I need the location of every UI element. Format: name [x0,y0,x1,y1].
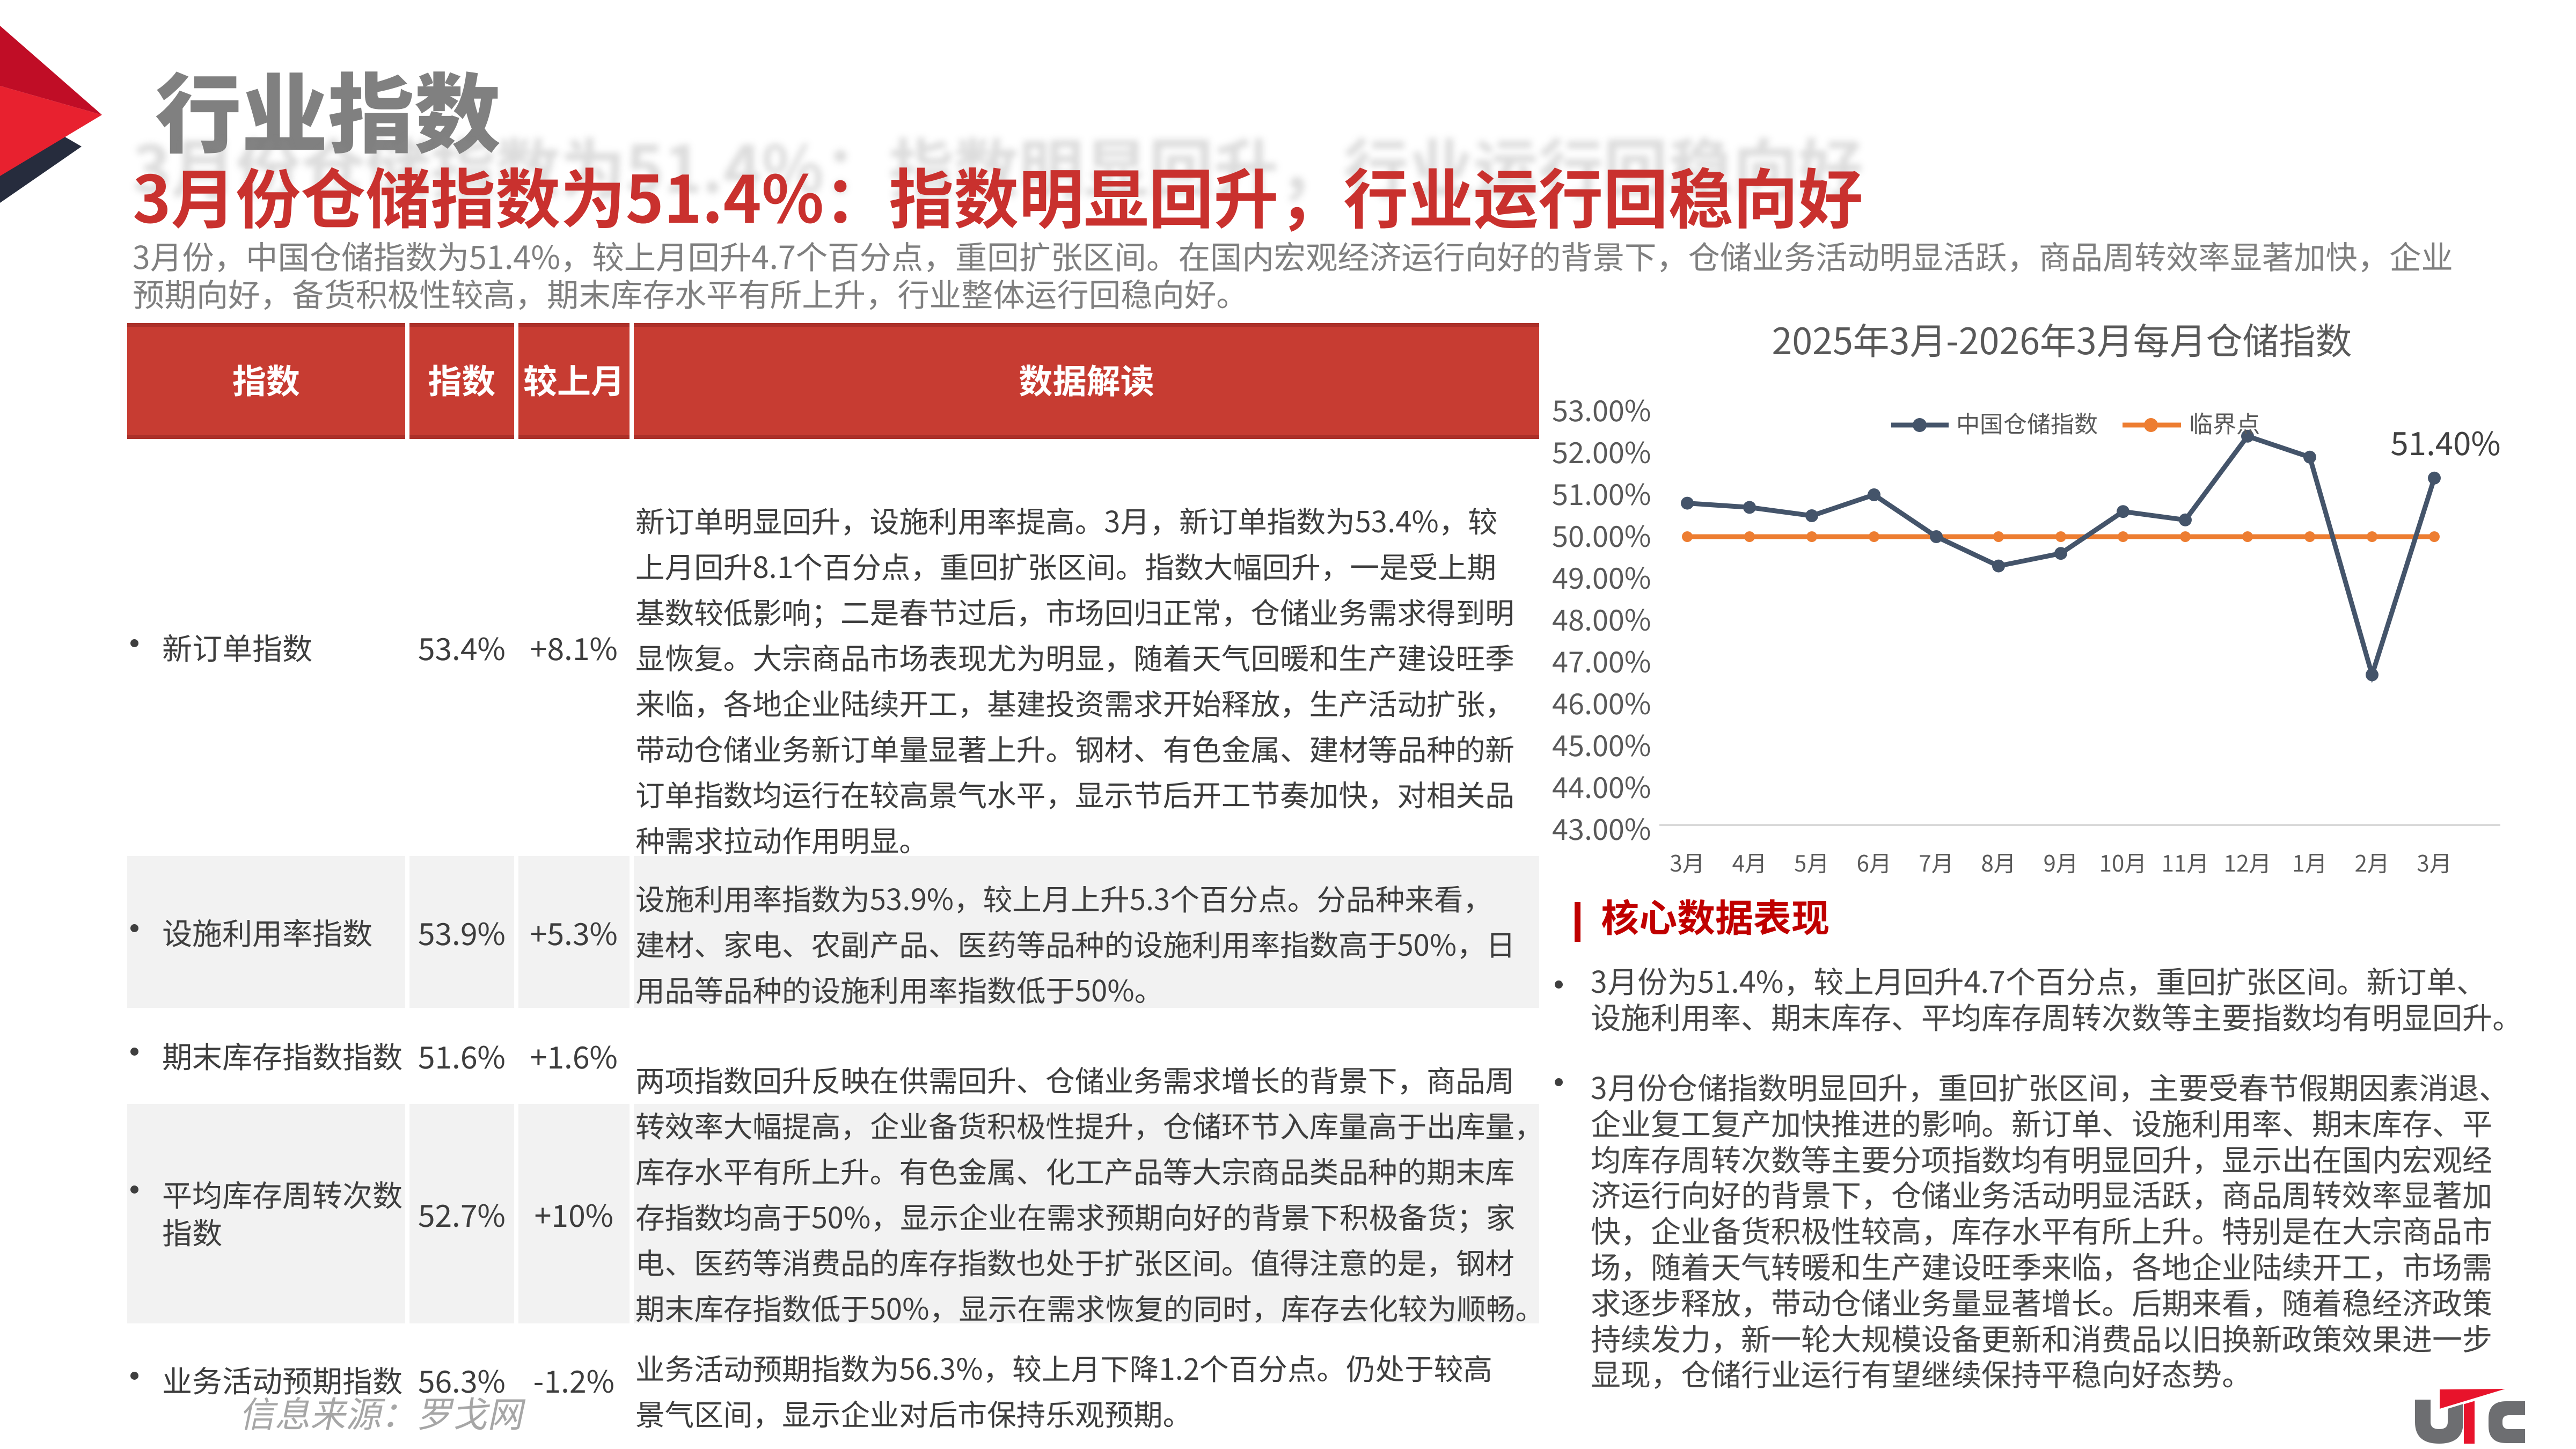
svg-text:9月: 9月 [2043,846,2078,879]
svg-text:2025年3月-2026年3月每月仓储指数: 2025年3月-2026年3月每月仓储指数 [1772,312,2352,365]
svg-text:10月: 10月 [2099,846,2147,879]
svg-text:48.00%: 48.00% [1552,597,1651,639]
svg-text:43.00%: 43.00% [1552,806,1651,848]
svg-text:50.00%: 50.00% [1552,513,1651,555]
svg-text:45.00%: 45.00% [1552,722,1651,765]
svg-text:46.00%: 46.00% [1552,680,1651,723]
svg-text:8月: 8月 [1981,846,2016,879]
svg-text:51.40%: 51.40% [2390,418,2500,465]
svg-text:44.00%: 44.00% [1552,764,1651,807]
svg-text:4月: 4月 [1732,846,1767,879]
svg-text:1月: 1月 [2292,846,2327,879]
svg-text:53.00%: 53.00% [1552,387,1651,430]
svg-text:6月: 6月 [1856,846,1891,879]
svg-text:47.00%: 47.00% [1552,639,1651,681]
svg-text:中国仓储指数: 中国仓储指数 [1956,405,2098,440]
svg-text:3月: 3月 [1670,846,1704,879]
svg-text:临界点: 临界点 [2189,405,2260,440]
svg-text:12月: 12月 [2224,846,2272,879]
svg-text:11月: 11月 [2162,846,2209,879]
svg-text:2月: 2月 [2354,846,2389,879]
svg-text:3月: 3月 [2417,846,2451,879]
svg-text:49.00%: 49.00% [1552,555,1651,597]
svg-text:7月: 7月 [1919,846,1953,879]
svg-text:52.00%: 52.00% [1552,429,1651,472]
svg-text:5月: 5月 [1794,846,1829,879]
svg-text:51.00%: 51.00% [1552,471,1651,514]
